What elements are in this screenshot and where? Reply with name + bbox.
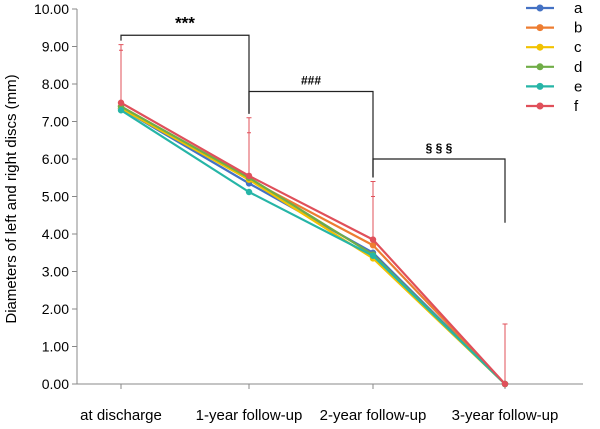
series-line-e	[120, 109, 506, 385]
legend-label: f	[574, 98, 579, 115]
series-lines	[117, 99, 509, 388]
significance-bracket	[248, 90, 374, 178]
legend-label: d	[574, 59, 582, 76]
legend-label: c	[574, 39, 582, 56]
y-tick-label: 8.00	[42, 76, 69, 92]
y-axis-label: Diameters of left and right discs (mm)	[3, 74, 20, 323]
y-tick-label: 1.00	[42, 339, 69, 355]
legend-swatch-marker	[536, 82, 544, 90]
legend-label: e	[574, 78, 582, 95]
significance-label: ###	[301, 74, 321, 88]
data-point-f	[369, 236, 377, 243]
y-tick-label: 10.00	[34, 1, 69, 17]
y-tick-label: 3.00	[42, 264, 69, 280]
legend-swatch-marker	[536, 43, 544, 51]
y-tick-label: 5.00	[42, 189, 69, 205]
x-tick-label: 2-year follow-up	[320, 407, 427, 424]
y-tick-label: 4.00	[42, 226, 69, 242]
legend-swatch-marker	[536, 4, 544, 12]
legend-swatch-marker	[536, 24, 544, 32]
legend-label: b	[574, 20, 582, 37]
x-axis: at discharge 1-year follow-up 2-year follo…	[77, 383, 583, 424]
x-tick-label: 3-year follow-up	[452, 407, 559, 424]
y-tick-label: 6.00	[42, 151, 69, 167]
y-tick-label: 7.00	[42, 114, 69, 130]
data-point-f	[501, 380, 509, 388]
legend-swatch-marker	[536, 102, 544, 110]
x-tick-label: 1-year follow-up	[196, 407, 303, 424]
y-axis: 0.00 1.00 2.00 3.00 4.00 5.00 6.00 7.00 8.00 9.00…	[34, 1, 78, 392]
significance-label: § § §	[426, 141, 453, 155]
series-line-f	[120, 101, 506, 385]
significance-brackets: *** ### § § §	[120, 13, 506, 223]
data-point-e	[117, 107, 125, 114]
y-tick-label: 0.00	[42, 376, 69, 392]
significance-bracket	[120, 34, 250, 114]
data-point-f	[117, 99, 125, 106]
data-point-b	[369, 242, 377, 249]
y-tick-label: 9.00	[42, 39, 69, 55]
x-tick-label: at discharge	[80, 407, 162, 424]
data-point-e	[245, 188, 253, 196]
legend-swatch-marker	[536, 63, 544, 71]
data-point-e	[369, 252, 377, 259]
legend-label: a	[574, 0, 583, 17]
data-point-f	[245, 172, 253, 180]
significance-bracket	[372, 158, 506, 223]
error-bars	[118, 44, 508, 384]
significance-label: ***	[175, 13, 195, 32]
y-tick-label: 2.00	[42, 301, 69, 317]
